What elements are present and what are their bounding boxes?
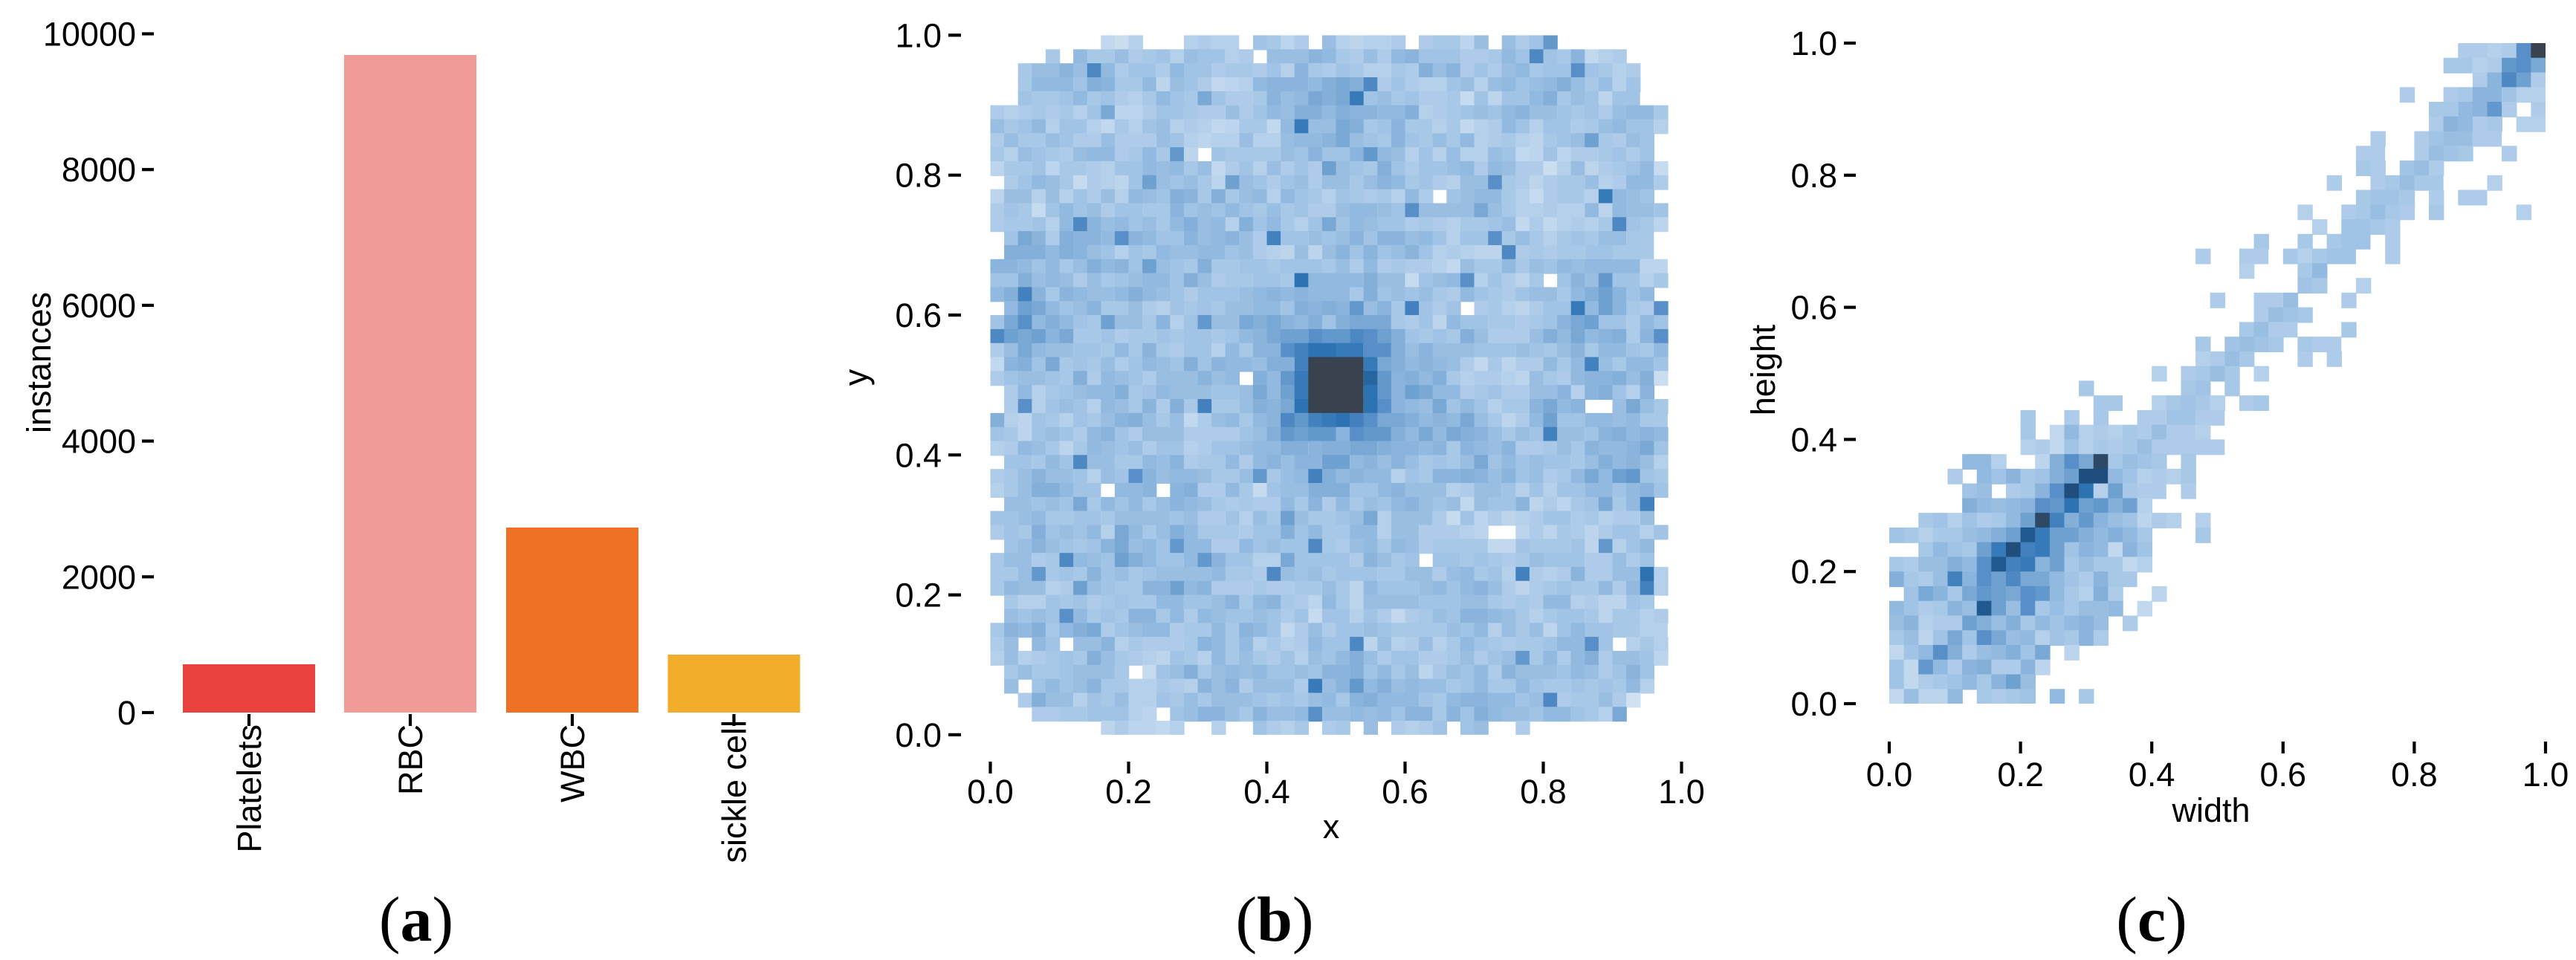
svg-text:x: x: [1323, 808, 1340, 846]
svg-text:0.6: 0.6: [1790, 289, 1837, 327]
svg-text:10000: 10000: [43, 16, 136, 53]
svg-text:0.2: 0.2: [1997, 756, 2044, 794]
svg-text:1.0: 1.0: [1790, 25, 1837, 62]
svg-text:(c): (c): [2116, 883, 2187, 955]
svg-text:4000: 4000: [62, 423, 136, 461]
svg-text:Platelets: Platelets: [230, 724, 268, 853]
svg-text:1.0: 1.0: [2522, 756, 2569, 794]
svg-text:0.0: 0.0: [1866, 756, 1913, 794]
svg-text:6000: 6000: [62, 287, 136, 325]
svg-text:0.8: 0.8: [1790, 157, 1837, 195]
svg-text:(a): (a): [379, 883, 453, 955]
svg-text:0.2: 0.2: [1105, 773, 1152, 811]
svg-text:2000: 2000: [62, 558, 136, 596]
svg-text:0.6: 0.6: [2260, 756, 2307, 794]
svg-text:0.2: 0.2: [895, 577, 942, 614]
svg-text:(b): (b): [1235, 883, 1313, 955]
svg-text:WBC: WBC: [554, 724, 592, 802]
svg-text:0.8: 0.8: [1520, 773, 1567, 811]
svg-text:1.0: 1.0: [895, 16, 942, 54]
svg-text:sickle cell: sickle cell: [716, 720, 754, 863]
svg-text:0.4: 0.4: [1790, 421, 1837, 458]
svg-text:0.0: 0.0: [895, 716, 942, 754]
svg-text:0: 0: [117, 694, 136, 732]
svg-text:0.6: 0.6: [895, 296, 942, 334]
svg-text:RBC: RBC: [392, 724, 430, 795]
svg-text:0.0: 0.0: [967, 773, 1014, 811]
svg-text:1.0: 1.0: [1658, 773, 1705, 811]
svg-text:0.4: 0.4: [1243, 773, 1290, 811]
svg-text:8000: 8000: [62, 151, 136, 189]
svg-text:0.6: 0.6: [1382, 773, 1428, 811]
svg-text:0.2: 0.2: [1790, 553, 1837, 591]
svg-text:0.4: 0.4: [2129, 756, 2175, 794]
svg-text:0.8: 0.8: [895, 157, 942, 195]
svg-text:0.4: 0.4: [895, 436, 942, 474]
svg-text:0.8: 0.8: [2391, 756, 2438, 794]
svg-text:height: height: [1744, 324, 1782, 415]
svg-text:y: y: [837, 369, 875, 386]
svg-text:instances: instances: [20, 292, 58, 433]
svg-text:0.0: 0.0: [1790, 685, 1837, 723]
svg-text:width: width: [2171, 791, 2250, 829]
